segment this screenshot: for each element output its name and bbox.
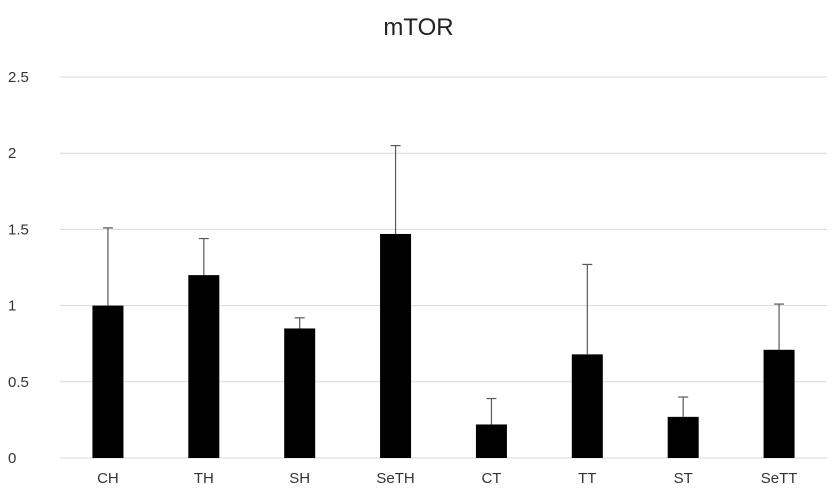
bar	[763, 349, 795, 458]
bar	[380, 233, 412, 458]
x-tick-label: TH	[194, 470, 214, 487]
bar	[188, 275, 220, 458]
bar	[284, 328, 316, 458]
bar	[92, 305, 124, 458]
x-tick-label: ST	[674, 470, 693, 487]
bar	[475, 424, 507, 458]
y-tick-label: 0	[8, 450, 16, 467]
chart-title: mTOR	[383, 14, 454, 41]
y-tick-label: 1.5	[8, 221, 29, 238]
y-tick-label: 2	[8, 145, 16, 162]
x-tick-label: SeTT	[761, 470, 798, 487]
x-tick-label: SeTH	[376, 470, 414, 487]
y-tick-label: 0.5	[8, 374, 29, 391]
x-tick-label: CH	[97, 470, 119, 487]
bar	[667, 416, 699, 458]
x-tick-label: CT	[481, 470, 501, 487]
bar	[571, 354, 603, 458]
x-tick-label: SH	[289, 470, 310, 487]
x-tick-label: TT	[578, 470, 596, 487]
y-tick-label: 2.5	[8, 69, 29, 86]
y-tick-label: 1	[8, 298, 16, 315]
